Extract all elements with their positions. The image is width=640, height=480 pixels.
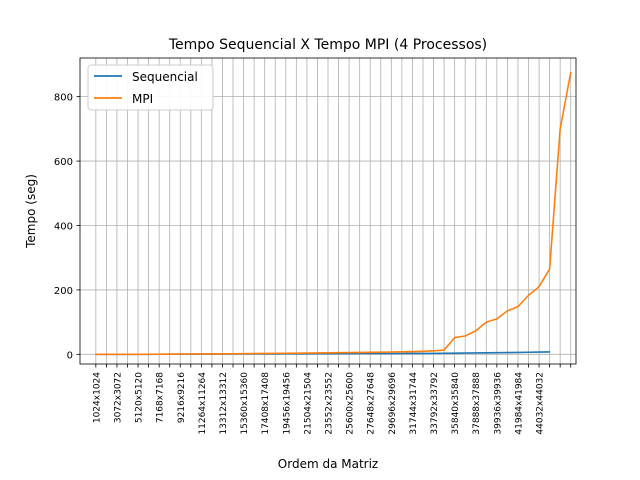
- y-axis-ticks: 0 200 400 600 800: [54, 93, 80, 361]
- x-tick-label: 44032x44032: [536, 372, 546, 435]
- y-tick-label: 600: [54, 157, 73, 168]
- x-tick-label: 1024x1024: [92, 372, 102, 423]
- x-tick-label: 39936x39936: [493, 372, 503, 435]
- y-tick-label: 400: [54, 221, 73, 232]
- x-tick-label: 21504x21504: [303, 372, 313, 435]
- legend: Sequencial MPI: [87, 64, 214, 111]
- x-tick-label: 33792x33792: [430, 372, 440, 435]
- x-tick-label: 31744x31744: [409, 372, 419, 435]
- y-tick-label: 200: [54, 286, 73, 297]
- x-tick-label: 11264x11264: [198, 372, 208, 435]
- series-line-mpi: [95, 71, 572, 356]
- x-axis-label: Ordem da Matriz: [278, 457, 378, 471]
- x-tick-label: 15360x15360: [240, 372, 250, 435]
- x-tick-label: 13312x13312: [219, 372, 229, 435]
- series-lines: [95, 71, 572, 356]
- x-tick-label: 35840x35840: [451, 372, 461, 435]
- x-tick-label: 41984x41984: [514, 372, 524, 435]
- x-tick-label: 37888x37888: [472, 372, 482, 435]
- x-tick-label: 25600x25600: [346, 372, 356, 435]
- chart-title: Tempo Sequencial X Tempo MPI (4 Processo…: [168, 37, 487, 53]
- x-tick-label: 3072x3072: [113, 372, 123, 423]
- x-tick-label: 29696x29696: [388, 372, 398, 435]
- x-tick-label: 9216x9216: [177, 372, 187, 423]
- x-axis-ticks: 1024x1024 3072x3072 5120x5120 7168x7168 9216…: [92, 364, 572, 435]
- x-tick-label: 27648x27648: [367, 372, 377, 435]
- y-tick-label: 800: [54, 93, 73, 104]
- x-tick-label: 7168x7168: [156, 372, 166, 423]
- x-tick-label: 17408x17408: [261, 372, 271, 435]
- x-tick-label: 5120x5120: [135, 372, 145, 423]
- x-tick-label: 23552x23552: [325, 372, 335, 435]
- legend-label-sequencial: Sequencial: [132, 70, 198, 84]
- legend-label-mpi: MPI: [132, 92, 153, 106]
- y-axis-label: Tempo (seg): [24, 174, 38, 249]
- x-tick-label: 19456x19456: [282, 372, 292, 435]
- y-tick-label: 0: [67, 350, 73, 361]
